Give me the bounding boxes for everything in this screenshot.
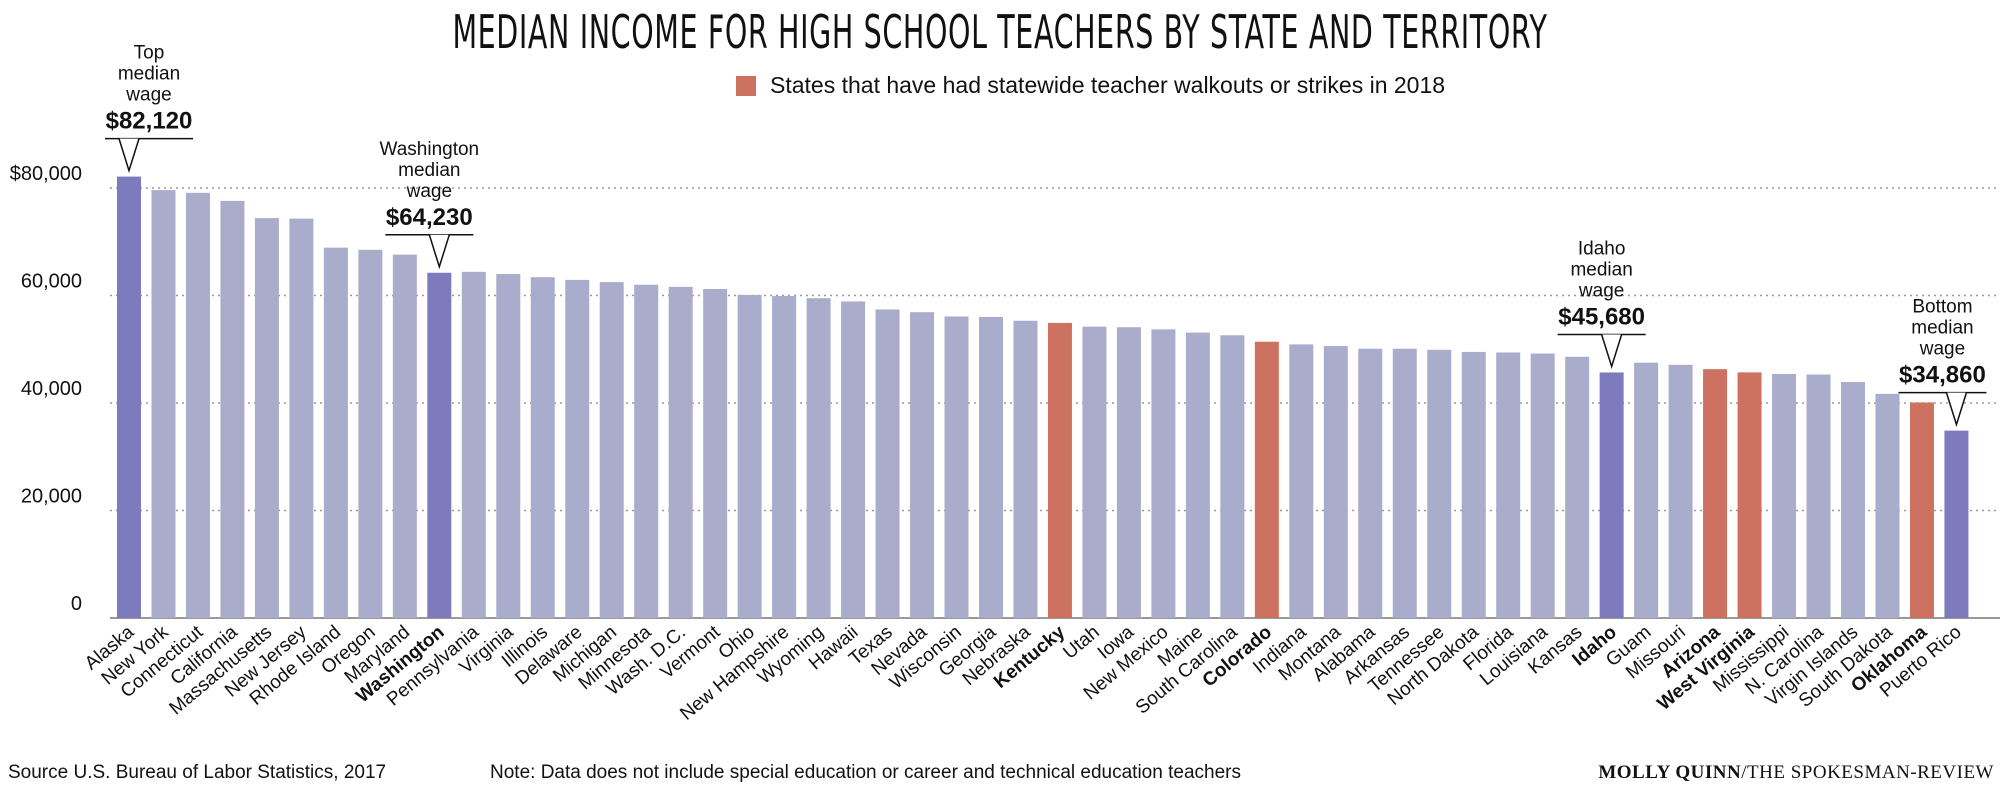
- bar: [151, 190, 176, 618]
- bar: [806, 298, 831, 618]
- data-note: Note: Data does not include special educ…: [490, 762, 1241, 783]
- bar: [1047, 322, 1072, 618]
- credit: MOLLY QUINN/THE SPOKESMAN-REVIEW: [1598, 762, 1994, 784]
- bar: [254, 218, 279, 618]
- bar: [634, 284, 659, 618]
- annotation-value: $34,860: [1899, 362, 1986, 389]
- bar: [1565, 356, 1590, 618]
- bar: [1909, 402, 1934, 618]
- annotation-text: wage: [125, 85, 171, 106]
- legend-label: States that have had statewide teacher w…: [770, 72, 1446, 98]
- bar: [496, 274, 521, 618]
- bar: [599, 282, 624, 618]
- bar: [944, 316, 969, 618]
- bar: [875, 309, 900, 618]
- bar: [1806, 374, 1831, 618]
- bar: [427, 272, 452, 618]
- bar: [841, 301, 866, 618]
- bar: [565, 279, 590, 618]
- annotation-text: wage: [1919, 339, 1965, 360]
- bar: [1289, 344, 1314, 618]
- chart-title: MEDIAN INCOME FOR HIGH SCHOOL TEACHERS B…: [452, 5, 1548, 59]
- bar: [1737, 372, 1762, 618]
- legend-swatch: [736, 75, 756, 96]
- bar: [185, 192, 210, 618]
- credit-org: /THE SPOKESMAN-REVIEW: [1741, 762, 1994, 783]
- bar: [1392, 348, 1417, 618]
- bar: [1461, 351, 1486, 618]
- y-tick-label: 0: [71, 593, 82, 615]
- bar: [220, 200, 245, 618]
- bar: [1427, 349, 1452, 618]
- annotation-text: Bottom: [1912, 297, 1972, 318]
- bar: [1530, 353, 1555, 618]
- annotation-pointer: [118, 138, 140, 174]
- annotation-pointer: [1600, 334, 1623, 369]
- bar: [737, 294, 762, 618]
- y-tick-label: 20,000: [21, 486, 82, 508]
- bar: [1185, 332, 1210, 618]
- bar: [1772, 373, 1797, 618]
- annotation-text: median: [1911, 318, 1973, 339]
- bar: [1082, 326, 1107, 618]
- y-tick-label: 40,000: [21, 378, 82, 400]
- bar: [1841, 382, 1865, 618]
- bar: [1668, 364, 1693, 618]
- annotation-text: Washington: [379, 139, 479, 160]
- bar: [392, 254, 417, 618]
- legend: States that have had statewide teacher w…: [736, 72, 1445, 99]
- bar: [358, 249, 383, 618]
- bar: [772, 296, 797, 618]
- bar: [1151, 329, 1176, 618]
- annotation-value: $45,680: [1558, 303, 1645, 330]
- bar: [1254, 341, 1279, 618]
- category-label: Utah: [1059, 622, 1103, 664]
- bar: [668, 286, 693, 618]
- annotation-text: wage: [406, 181, 452, 202]
- annotation-text: median: [118, 64, 180, 85]
- y-tick-label: 60,000: [21, 271, 82, 293]
- annotation-value: $82,120: [106, 108, 193, 135]
- bar: [1703, 369, 1728, 618]
- annotation-text: wage: [1578, 280, 1624, 301]
- bar: [1944, 430, 1969, 618]
- bar: [1496, 352, 1521, 618]
- bar: [323, 247, 348, 618]
- annotation-text: Top: [134, 43, 165, 64]
- annotation-pointer: [1945, 392, 1968, 428]
- bar: [1013, 320, 1038, 618]
- annotation-pointer: [428, 234, 451, 270]
- source-note: Source U.S. Bureau of Labor Statistics, …: [8, 762, 387, 783]
- bar: [1875, 393, 1900, 618]
- bar: [289, 218, 314, 618]
- bar: [1358, 348, 1383, 618]
- annotation-text: median: [398, 160, 460, 181]
- bar: [1599, 372, 1624, 618]
- bar: [1116, 327, 1141, 618]
- bar: [461, 271, 486, 618]
- bar: [1220, 335, 1245, 618]
- bar: [979, 317, 1003, 618]
- y-tick-label: $80,000: [10, 163, 82, 185]
- credit-name: MOLLY QUINN: [1598, 762, 1742, 783]
- bar: [117, 176, 141, 619]
- bar: [703, 289, 728, 618]
- bar: [1634, 362, 1659, 618]
- annotation-value: $64,230: [386, 204, 473, 231]
- annotation-text: median: [1570, 259, 1632, 280]
- annotation-text: Idaho: [1578, 238, 1626, 259]
- bar: [910, 312, 935, 618]
- bar: [530, 277, 555, 618]
- bar: [1323, 346, 1348, 618]
